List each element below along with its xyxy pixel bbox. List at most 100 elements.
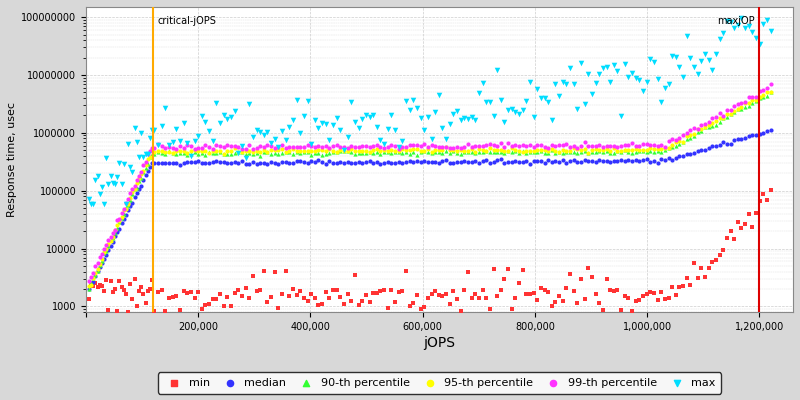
Point [378,286,390,293]
Point [710,256,722,263]
Point [199,148,212,154]
Point [309,159,322,166]
Point [673,140,686,147]
Point [170,151,182,157]
Point [115,209,128,216]
Point [433,160,446,167]
Point [502,159,514,166]
Point [750,98,762,105]
Point [126,186,139,193]
Point [538,146,551,153]
Point [265,150,278,157]
Point [109,227,122,234]
Point [738,25,751,32]
Point [396,144,409,150]
Point [670,154,682,161]
Point [392,146,405,152]
Point [754,88,766,94]
Point [294,144,306,150]
Point [604,79,617,85]
Point [647,146,660,152]
Point [206,150,219,156]
Point [301,148,314,154]
Point [450,159,463,166]
Point [721,106,734,113]
Point [272,160,285,167]
Point [323,146,336,152]
Point [118,216,130,222]
Point [89,177,102,184]
Point [422,149,434,156]
Point [370,289,383,296]
Point [143,135,156,142]
Point [425,142,438,148]
Point [276,291,289,297]
Point [721,111,734,118]
Point [450,108,463,114]
Point [454,151,467,157]
Point [553,148,566,155]
Point [509,147,522,154]
Point [100,241,113,248]
Point [728,25,741,32]
Point [370,124,383,130]
Point [582,150,594,156]
Point [440,144,453,150]
Point [717,115,730,122]
Point [633,77,646,83]
Point [746,132,758,138]
Point [232,287,245,293]
Point [214,120,226,126]
Point [487,265,500,272]
Point [553,149,566,156]
Point [582,143,594,150]
Point [750,34,762,41]
Point [684,55,697,61]
Point [630,298,642,304]
Point [319,121,332,127]
Point [382,144,394,150]
Point [323,157,336,164]
Point [279,145,292,151]
Point [352,125,365,132]
Point [651,148,664,154]
Point [702,124,715,130]
Point [695,126,708,132]
Point [450,150,463,156]
Point [527,144,540,150]
Text: maxjOP: maxjOP [718,16,755,26]
Point [571,145,584,151]
Point [305,148,318,154]
Point [538,144,551,151]
Point [549,143,562,149]
Point [684,282,697,288]
Point [316,147,329,153]
Point [258,132,270,138]
Point [586,158,598,164]
Point [128,276,141,282]
Point [487,158,500,165]
Point [286,117,299,123]
Point [199,152,212,158]
Point [651,142,664,149]
Point [607,158,620,164]
Point [110,217,123,224]
Point [721,140,734,147]
Point [531,86,544,92]
Point [396,138,409,144]
Point [713,35,726,42]
Point [582,158,594,164]
Point [403,158,416,164]
Point [476,158,489,164]
Point [578,101,591,107]
Point [118,160,130,167]
Point [509,295,522,302]
Point [556,142,569,148]
Point [425,136,438,142]
Point [195,159,208,166]
Point [106,230,119,236]
Point [556,150,569,156]
Point [323,150,336,156]
Point [622,295,635,302]
Point [214,149,226,155]
